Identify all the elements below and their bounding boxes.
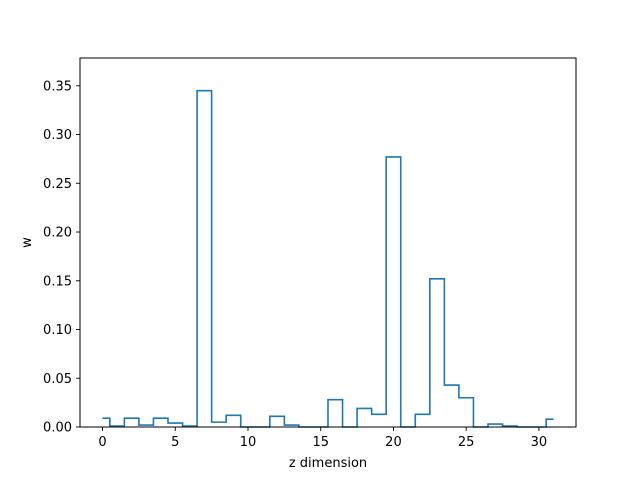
y-tick-label: 0.00 xyxy=(43,421,72,436)
y-tick-label: 0.25 xyxy=(43,177,72,192)
y-tick-label: 0.10 xyxy=(43,323,72,338)
x-tick-label: 30 xyxy=(531,435,548,450)
y-tick-label: 0.15 xyxy=(43,274,72,289)
y-axis: 0.00 0.05 0.10 0.15 0.20 0.25 0.30 0.35 xyxy=(43,79,80,436)
y-tick-label: 0.20 xyxy=(43,226,72,241)
x-tick-label: 0 xyxy=(98,435,106,450)
y-axis-label: w xyxy=(20,237,35,248)
y-tick-label: 0.30 xyxy=(43,128,72,143)
x-tick-label: 25 xyxy=(458,435,475,450)
y-tick-label: 0.05 xyxy=(43,372,72,387)
x-axis: 0 5 10 15 20 25 30 xyxy=(98,427,547,450)
axes-frame xyxy=(79,57,577,428)
x-tick-label: 20 xyxy=(385,435,402,450)
x-tick-label: 5 xyxy=(171,435,179,450)
y-tick-label: 0.35 xyxy=(43,79,72,94)
x-tick-label: 10 xyxy=(240,435,257,450)
x-axis-label: z dimension xyxy=(289,456,367,471)
x-tick-label: 15 xyxy=(312,435,329,450)
